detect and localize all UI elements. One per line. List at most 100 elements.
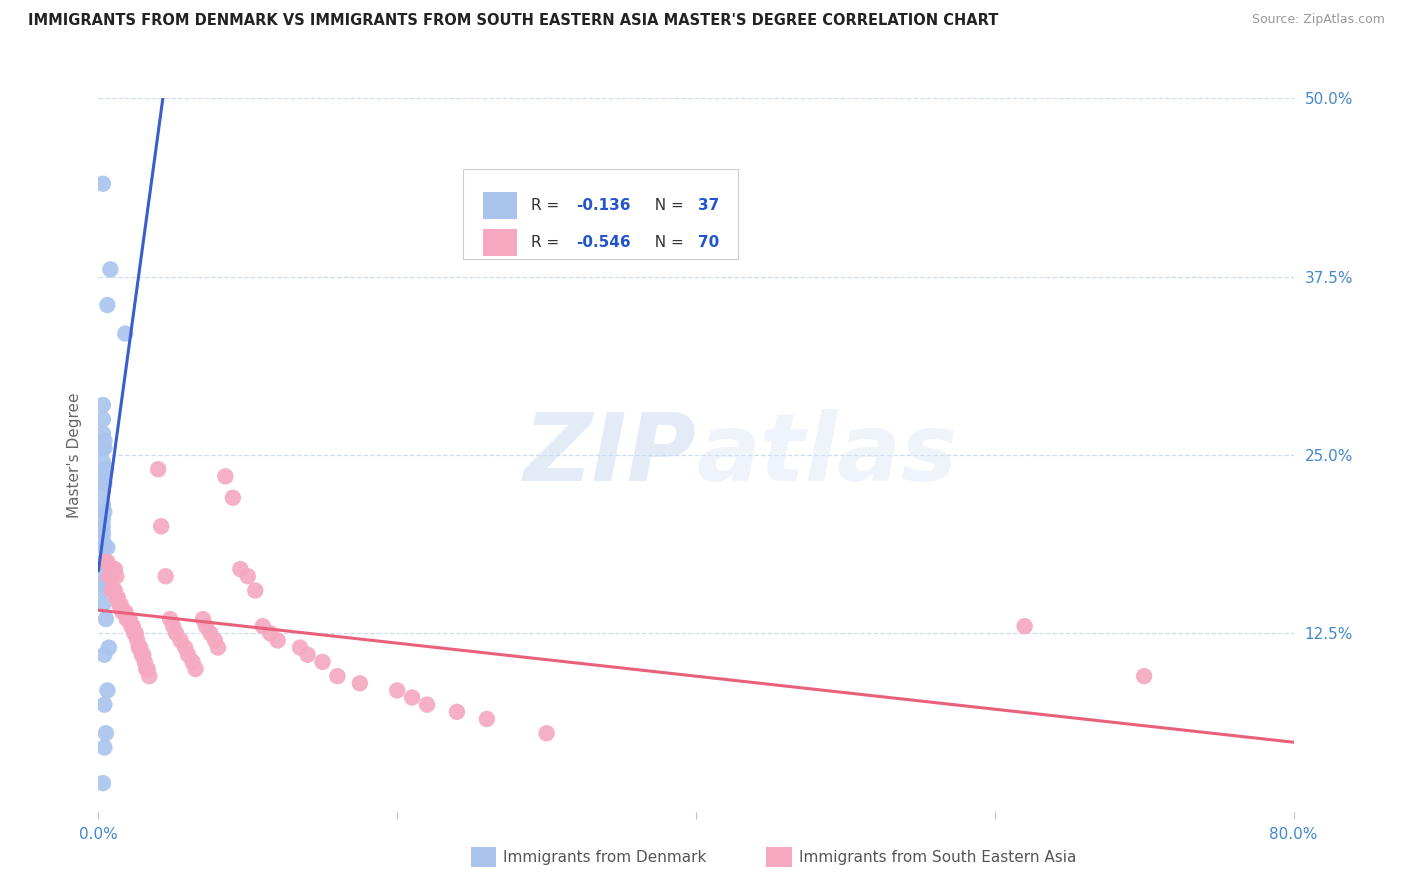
Point	[103, 583, 125, 598]
Point	[174, 640, 197, 655]
Point	[110, 598, 132, 612]
Point	[200, 626, 222, 640]
Point	[252, 619, 274, 633]
Point	[475, 712, 498, 726]
Point	[207, 640, 229, 655]
Point	[117, 612, 139, 626]
Point	[446, 705, 468, 719]
Point	[91, 519, 114, 533]
Point	[385, 683, 409, 698]
Point	[96, 683, 118, 698]
Point	[120, 619, 142, 633]
Point	[114, 326, 136, 341]
Point	[184, 662, 207, 676]
Point	[114, 605, 136, 619]
Point	[136, 662, 159, 676]
Point	[93, 698, 115, 712]
Point	[118, 612, 141, 626]
Point	[91, 455, 114, 469]
Point	[401, 690, 423, 705]
Point	[1133, 669, 1156, 683]
Text: ZIP: ZIP	[523, 409, 696, 501]
Point	[112, 605, 135, 619]
Text: N =: N =	[644, 198, 688, 213]
Point	[100, 262, 122, 277]
Point	[91, 533, 114, 548]
Point	[108, 598, 131, 612]
Text: N =: N =	[644, 235, 688, 251]
Text: R =: R =	[531, 235, 564, 251]
Text: atlas: atlas	[696, 409, 957, 501]
Point	[91, 526, 114, 541]
Point	[229, 562, 252, 576]
Point	[129, 640, 152, 655]
Point	[91, 569, 114, 583]
Text: 37: 37	[699, 198, 720, 213]
Point	[135, 662, 157, 676]
Point	[93, 541, 115, 555]
Point	[94, 555, 117, 569]
Point	[93, 476, 115, 491]
Point	[297, 648, 319, 662]
Text: R =: R =	[531, 198, 564, 213]
Point	[97, 569, 120, 583]
Point	[536, 726, 558, 740]
Point	[91, 398, 114, 412]
Point	[236, 569, 259, 583]
Point	[311, 655, 333, 669]
Text: -0.546: -0.546	[576, 235, 631, 251]
Point	[96, 555, 118, 569]
Point	[177, 648, 200, 662]
Point	[93, 441, 115, 455]
Point	[222, 491, 245, 505]
Point	[91, 555, 114, 569]
Point	[181, 655, 204, 669]
Point	[101, 583, 124, 598]
Point	[107, 591, 129, 605]
Point	[148, 462, 170, 476]
Point	[96, 298, 118, 312]
Point	[100, 569, 122, 583]
Point	[169, 633, 191, 648]
Point	[105, 591, 128, 605]
Point	[96, 541, 118, 555]
Point	[195, 619, 218, 633]
Point	[1014, 619, 1036, 633]
Text: 70: 70	[699, 235, 720, 251]
Text: -0.136: -0.136	[576, 198, 631, 213]
Point	[94, 612, 117, 626]
Point	[191, 612, 214, 626]
Point	[131, 648, 153, 662]
Point	[267, 633, 290, 648]
Point	[94, 555, 117, 569]
Point	[162, 619, 184, 633]
Point	[91, 177, 114, 191]
Point	[155, 569, 177, 583]
Point	[91, 512, 114, 526]
Point	[91, 469, 114, 483]
Bar	[484, 193, 517, 219]
Point	[94, 726, 117, 740]
Point	[416, 698, 439, 712]
FancyBboxPatch shape	[463, 169, 738, 259]
Point	[93, 505, 115, 519]
Text: Source: ZipAtlas.com: Source: ZipAtlas.com	[1251, 13, 1385, 27]
Point	[91, 426, 114, 441]
Point	[91, 598, 114, 612]
Point	[97, 640, 120, 655]
Point	[91, 412, 114, 426]
Point	[349, 676, 371, 690]
Point	[105, 569, 128, 583]
Point	[91, 583, 114, 598]
Text: Immigrants from Denmark: Immigrants from Denmark	[503, 850, 707, 864]
Point	[104, 583, 127, 598]
Point	[115, 612, 138, 626]
Point	[124, 626, 146, 640]
Point	[111, 605, 134, 619]
Point	[214, 469, 236, 483]
Text: Immigrants from South Eastern Asia: Immigrants from South Eastern Asia	[799, 850, 1076, 864]
Point	[132, 648, 155, 662]
Point	[134, 655, 156, 669]
Point	[91, 483, 114, 498]
Point	[259, 626, 281, 640]
